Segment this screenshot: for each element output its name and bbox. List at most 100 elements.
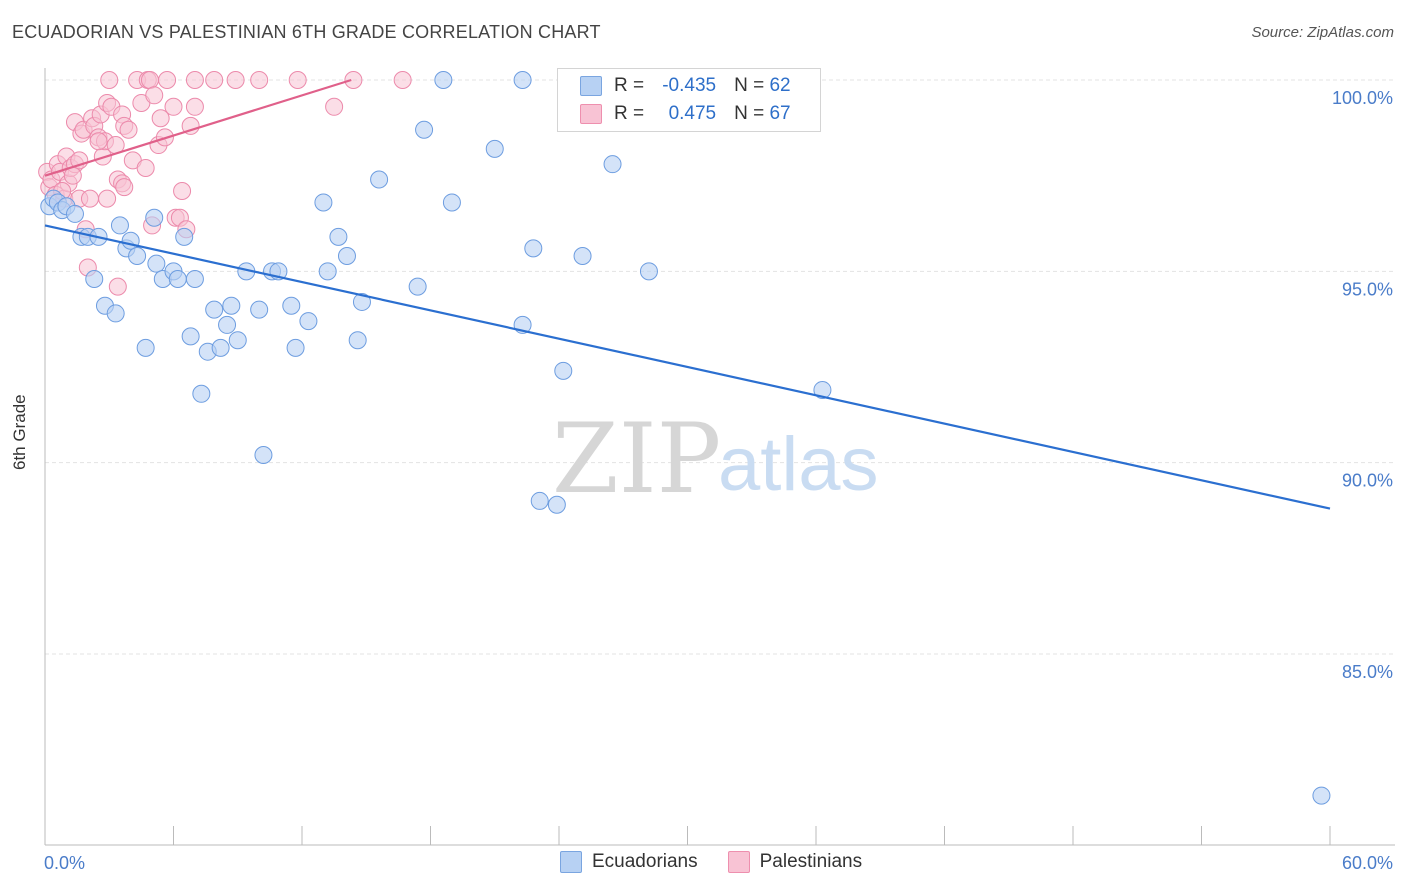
legend-item-ecuadorians[interactable]: Ecuadorians xyxy=(560,851,698,873)
palestinian-point xyxy=(173,181,192,200)
ecuadorian-point xyxy=(408,277,427,296)
series-legend: Ecuadorians Palestinians xyxy=(560,851,892,873)
chart-title: ECUADORIAN VS PALESTINIAN 6TH GRADE CORR… xyxy=(12,22,601,42)
ecuadorian-point xyxy=(147,254,166,273)
ecuadorian-point xyxy=(181,327,200,346)
palestinians-trend-line xyxy=(44,78,352,177)
ecuadorian-point xyxy=(434,71,453,89)
correlation-legend: R = -0.435 N = 62 R = 0.475 N = 67 xyxy=(557,68,821,132)
ecuadorian-point xyxy=(352,292,371,311)
palestinian-point xyxy=(226,71,245,89)
palestinian-point xyxy=(250,71,269,89)
palestinian-point xyxy=(393,71,412,89)
palestinian-point xyxy=(151,109,170,128)
ecuadorian-point xyxy=(547,495,566,514)
legend-r-value: -0.435 xyxy=(662,75,717,96)
ecuadorian-point xyxy=(370,170,389,189)
trend-lines xyxy=(44,78,1331,510)
palestinian-point xyxy=(140,71,159,89)
gridlines xyxy=(45,79,1395,655)
ecuadorian-point xyxy=(554,361,573,380)
palestinian-point xyxy=(80,189,99,208)
watermark: ZIP atlas xyxy=(552,403,879,515)
ecuadorian-point xyxy=(314,193,333,212)
ecuadorians-trend-line xyxy=(44,224,1331,510)
ecuadorian-point xyxy=(485,139,504,158)
palestinians-points xyxy=(38,71,412,296)
palestinian-point xyxy=(98,189,117,208)
palestinian-point xyxy=(158,71,177,89)
legend-n-label: N = xyxy=(734,75,770,96)
palestinian-point xyxy=(185,71,204,89)
legend-item-palestinians[interactable]: Palestinians xyxy=(727,851,863,873)
palestinian-point xyxy=(136,159,155,178)
ecuadorian-point xyxy=(85,269,104,288)
legend-row-palestinians: R = 0.475 N = 67 xyxy=(580,101,791,127)
legend-swatch-pink xyxy=(580,104,602,124)
ecuadorian-point xyxy=(573,247,592,266)
ecuadorian-point xyxy=(530,491,549,510)
ecuadorian-point xyxy=(175,227,194,246)
palestinian-point xyxy=(164,97,183,116)
ecuadorian-point xyxy=(218,315,237,334)
ecuadorian-point xyxy=(415,120,434,139)
palestinian-point xyxy=(115,178,134,197)
palestinian-point xyxy=(119,120,138,139)
ecuadorian-point xyxy=(286,338,305,357)
ecuadorian-point xyxy=(299,312,318,331)
ecuadorian-point xyxy=(639,262,658,281)
watermark-atlas: atlas xyxy=(718,422,879,507)
ecuadorian-point xyxy=(128,247,147,266)
ecuadorian-point xyxy=(813,380,832,399)
legend-label-ecuadorians: Ecuadorians xyxy=(592,851,698,872)
legend-swatch-pink xyxy=(727,851,750,873)
legend-n-label: N = xyxy=(734,103,770,124)
palestinian-point xyxy=(205,71,224,89)
ecuadorian-point xyxy=(145,208,164,227)
ecuadorian-point xyxy=(337,247,356,266)
watermark-zip: ZIP xyxy=(552,403,721,515)
ecuadorian-point xyxy=(192,384,211,403)
ecuadorian-point xyxy=(1312,786,1331,805)
ecuadorians-points xyxy=(40,71,1331,805)
ecuadorian-point xyxy=(222,296,241,315)
palestinian-point xyxy=(181,116,200,135)
ecuadorian-point xyxy=(205,300,224,319)
x-tick-label: 60.0% xyxy=(1342,853,1393,873)
palestinian-point xyxy=(100,71,119,89)
x-tick-labels: 0.0% 60.0% xyxy=(44,853,1393,873)
palestinian-point xyxy=(344,71,363,89)
y-tick-label: 90.0% xyxy=(1342,471,1393,491)
ecuadorian-point xyxy=(168,269,187,288)
legend-swatch-blue xyxy=(560,851,582,873)
legend-row-ecuadorians: R = -0.435 N = 62 xyxy=(580,73,791,99)
palestinian-point xyxy=(89,132,108,151)
ecuadorian-point xyxy=(211,338,230,357)
ecuadorian-point xyxy=(524,239,543,258)
palestinian-point xyxy=(145,86,164,105)
ecuadorian-point xyxy=(110,216,129,235)
ecuadorian-point xyxy=(106,304,125,323)
ecuadorian-point xyxy=(318,262,337,281)
legend-n-value: 62 xyxy=(769,75,791,96)
y-tick-label: 100.0% xyxy=(1332,88,1393,108)
legend-r-label: R = xyxy=(614,75,645,96)
ecuadorian-point xyxy=(348,331,367,350)
legend-swatch-blue xyxy=(580,76,602,96)
palestinian-point xyxy=(288,71,307,89)
legend-n-value: 67 xyxy=(769,103,791,124)
ecuadorian-point xyxy=(282,296,301,315)
ecuadorian-point xyxy=(329,227,348,246)
legend-r-value: 0.475 xyxy=(668,103,717,124)
y-tick-labels: 85.0% 90.0% 95.0% 100.0% xyxy=(1332,88,1393,682)
ecuadorian-point xyxy=(250,300,269,319)
ecuadorian-point xyxy=(185,269,204,288)
y-tick-label: 85.0% xyxy=(1342,662,1393,682)
ecuadorian-point xyxy=(136,338,155,357)
legend-label-palestinians: Palestinians xyxy=(759,851,863,872)
palestinian-point xyxy=(185,97,204,116)
ecuadorian-point xyxy=(65,204,84,223)
ecuadorian-point xyxy=(513,71,532,89)
palestinian-point xyxy=(108,277,127,296)
